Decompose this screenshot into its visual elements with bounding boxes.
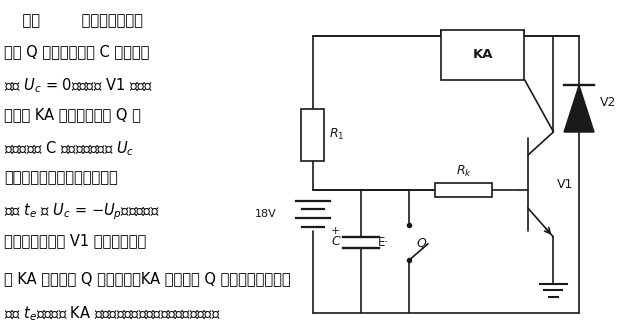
Text: 在图         中可以看出，当: 在图 中可以看出，当 xyxy=(4,13,143,28)
Text: 电压），晶体管 V1 导通，使继电: 电压），晶体管 V1 导通，使继电 xyxy=(4,233,146,248)
Text: V1: V1 xyxy=(557,178,573,191)
Text: 继电器 KA 释放，当开关 Q 断: 继电器 KA 释放，当开关 Q 断 xyxy=(4,107,142,122)
Polygon shape xyxy=(564,86,594,132)
Bar xyxy=(434,183,493,197)
Text: 时间 $t_e$，继电器 KA 才再吸合，所以称为延时吸合继电器。: 时间 $t_e$，继电器 KA 才再吸合，所以称为延时吸合继电器。 xyxy=(4,305,221,323)
Text: 器 KA 吸合。当 Q 再接通时，KA 释放，当 Q 再断开后经过延时: 器 KA 吸合。当 Q 再接通时，KA 释放，当 Q 再断开后经过延时 xyxy=(4,271,291,286)
Text: V2: V2 xyxy=(600,96,616,109)
Text: E·: E· xyxy=(378,236,389,249)
Text: $R_k$: $R_k$ xyxy=(455,164,472,179)
Text: 18V: 18V xyxy=(255,209,277,219)
Bar xyxy=(302,109,324,161)
Text: +: + xyxy=(331,226,340,236)
Text: 开关 Q 接通时，电容 C 被短路，: 开关 Q 接通时，电容 C 被短路， xyxy=(4,44,150,59)
Text: C: C xyxy=(331,234,340,247)
Text: $R_1$: $R_1$ xyxy=(329,127,344,143)
Text: Q: Q xyxy=(416,236,426,249)
Text: 开始由零逐渐增大。经过一定: 开始由零逐渐增大。经过一定 xyxy=(4,170,118,185)
Bar xyxy=(441,30,525,79)
Text: 此时 $U_c$ = 0，晶体管 V1 截止，: 此时 $U_c$ = 0，晶体管 V1 截止， xyxy=(4,76,154,95)
Text: 开，电容器 C 充电，两端电压 $U_c$: 开，电容器 C 充电，两端电压 $U_c$ xyxy=(4,139,135,158)
Text: 时间 $t_e$ 后 $U_c$ = $-U_p$（称为门限: 时间 $t_e$ 后 $U_c$ = $-U_p$（称为门限 xyxy=(4,202,160,222)
Text: KA: KA xyxy=(473,48,493,61)
